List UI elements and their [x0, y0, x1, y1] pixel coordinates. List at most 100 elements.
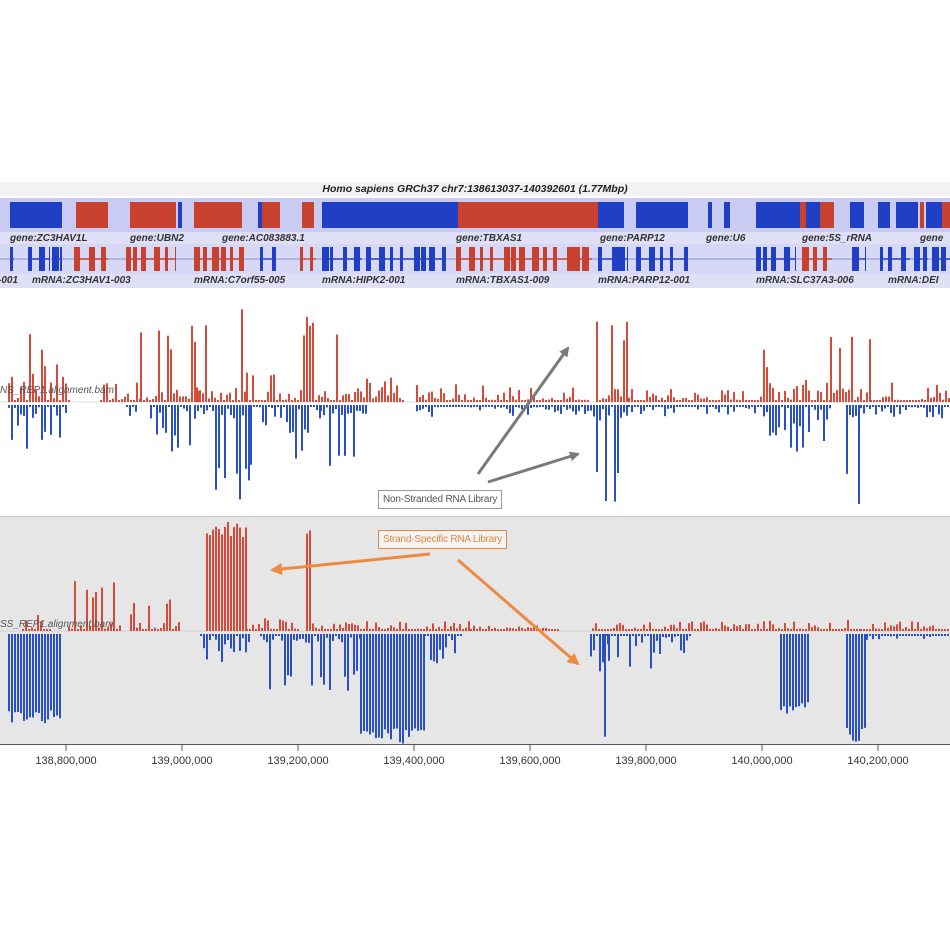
- coverage-bar: [542, 398, 544, 402]
- coverage-bar: [602, 398, 604, 402]
- mrna-features[interactable]: [0, 244, 950, 274]
- coverage-bar: [306, 317, 308, 402]
- coverage-bar: [700, 405, 702, 407]
- coverage-bar: [209, 405, 211, 407]
- coverage-bar: [691, 621, 693, 631]
- coverage-bar: [162, 405, 164, 428]
- mrna-track[interactable]: [0, 244, 950, 274]
- coverage-bar: [554, 400, 556, 402]
- coverage-bar: [942, 399, 944, 402]
- exon: [795, 247, 796, 271]
- coverage-bar: [667, 629, 669, 631]
- genomic-coordinate-axis[interactable]: 138,800,000 139,000,000 139,200,000 139,…: [0, 744, 950, 779]
- gene-blocks[interactable]: [0, 198, 950, 232]
- coverage-bar: [661, 629, 663, 631]
- coverage-bar: [638, 634, 640, 636]
- coverage-bar: [139, 622, 141, 631]
- axis-ticks: [65, 745, 879, 751]
- coverage-bar: [148, 605, 150, 631]
- coverage-bar: [482, 385, 484, 402]
- coverage-bar: [305, 634, 307, 643]
- coverage-bar: [239, 527, 241, 631]
- gene-label[interactable]: gene:U6: [706, 233, 746, 244]
- coverage-bar: [863, 400, 865, 402]
- mrna-label[interactable]: mRNA:HIPK2-001: [322, 275, 406, 286]
- coverage-bar: [339, 400, 341, 402]
- coverage-bar: [164, 400, 166, 402]
- coverage-bar: [50, 382, 52, 402]
- coverage-bar: [917, 634, 919, 636]
- coverage-bar: [697, 405, 699, 410]
- coverage-bar: [261, 628, 263, 631]
- exon: [272, 247, 276, 271]
- coverage-bar: [494, 405, 496, 409]
- mrna-label[interactable]: mRNA:C7orf55-005: [194, 275, 286, 286]
- coverage-bar: [884, 634, 886, 636]
- genome-browser-view[interactable]: Homo sapiens GRCh37 chr7:138613037-14039…: [0, 178, 950, 779]
- gene-label[interactable]: gene: [920, 233, 944, 244]
- coverage-bar: [598, 629, 600, 631]
- mrna-label[interactable]: mRNA:DEI: [888, 275, 939, 286]
- coverage-bar: [428, 405, 430, 413]
- coverage-bar: [945, 390, 947, 402]
- coverage-bar: [47, 405, 49, 407]
- gene-block: [258, 202, 262, 228]
- mrna-label[interactable]: mRNA:ZC3HAV1-003: [32, 275, 131, 286]
- coverage-bar: [168, 405, 170, 407]
- coverage-bar: [399, 634, 401, 743]
- coverage-bar: [599, 400, 601, 402]
- gene-label[interactable]: gene:PARP12: [600, 233, 665, 244]
- coverage-bar: [503, 629, 505, 631]
- coverage-bar: [332, 405, 334, 414]
- gene-block: [598, 202, 624, 228]
- coverage-bar: [721, 405, 723, 407]
- exon: [141, 247, 146, 271]
- coverage-bar: [41, 349, 43, 402]
- coverage-bar: [569, 397, 571, 402]
- coverage-bar: [917, 622, 919, 631]
- coverage-bar: [912, 400, 914, 402]
- gene-label[interactable]: gene:AC083883.1: [222, 233, 305, 244]
- coverage-bar: [781, 405, 783, 407]
- coverage-bar: [158, 330, 160, 402]
- coverage-bar: [569, 405, 571, 409]
- coverage-bar: [876, 400, 878, 402]
- coverage-bar: [847, 619, 849, 631]
- coverage-bar: [781, 629, 783, 631]
- mrna-label[interactable]: mRNA:PARP12-001: [598, 275, 691, 286]
- mrna-label[interactable]: mRNA:SLC37A3-006: [756, 275, 854, 286]
- coverage-bar: [119, 625, 121, 631]
- coverage-bar: [640, 405, 642, 414]
- coverage-bar: [852, 634, 854, 741]
- coverage-bar: [839, 347, 841, 402]
- coverage-bar: [560, 400, 562, 402]
- coverage-bar: [112, 398, 114, 402]
- strand-specific-coverage-track[interactable]: SS_REP1.alignment.bam: [0, 516, 950, 745]
- coverage-bar: [557, 400, 559, 402]
- gene-track[interactable]: [0, 198, 950, 232]
- coverage-bar: [858, 405, 860, 504]
- gene-label[interactable]: gene:5S_rRNA: [802, 233, 873, 244]
- mrna-label[interactable]: -001: [0, 275, 19, 286]
- coverage-bar: [217, 400, 219, 402]
- coverage-bar: [333, 623, 335, 631]
- coverage-bar: [790, 629, 792, 631]
- coverage-bar: [17, 397, 19, 402]
- gene-label[interactable]: gene:TBXAS1: [456, 233, 523, 244]
- coverage-bar: [802, 405, 804, 448]
- coverage-bar: [944, 634, 946, 636]
- mrna-label[interactable]: mRNA:TBXAS1-009: [456, 275, 550, 286]
- coverage-bar: [596, 405, 598, 473]
- coverage-bar: [482, 405, 484, 407]
- coverage-bar: [643, 624, 645, 631]
- coverage-bar: [893, 405, 895, 417]
- coverage-bar: [405, 634, 407, 731]
- coverage-bar: [38, 396, 40, 402]
- coverage-bar: [86, 589, 88, 631]
- coverage-bar: [302, 634, 304, 639]
- coverage-bar: [875, 634, 877, 636]
- coverage-bar: [909, 400, 911, 402]
- gene-label[interactable]: gene:UBN2: [130, 233, 184, 244]
- gene-label[interactable]: gene:ZC3HAV1L: [10, 233, 88, 244]
- non-stranded-coverage-track[interactable]: NS_REP1.alignment.bam: [0, 294, 950, 516]
